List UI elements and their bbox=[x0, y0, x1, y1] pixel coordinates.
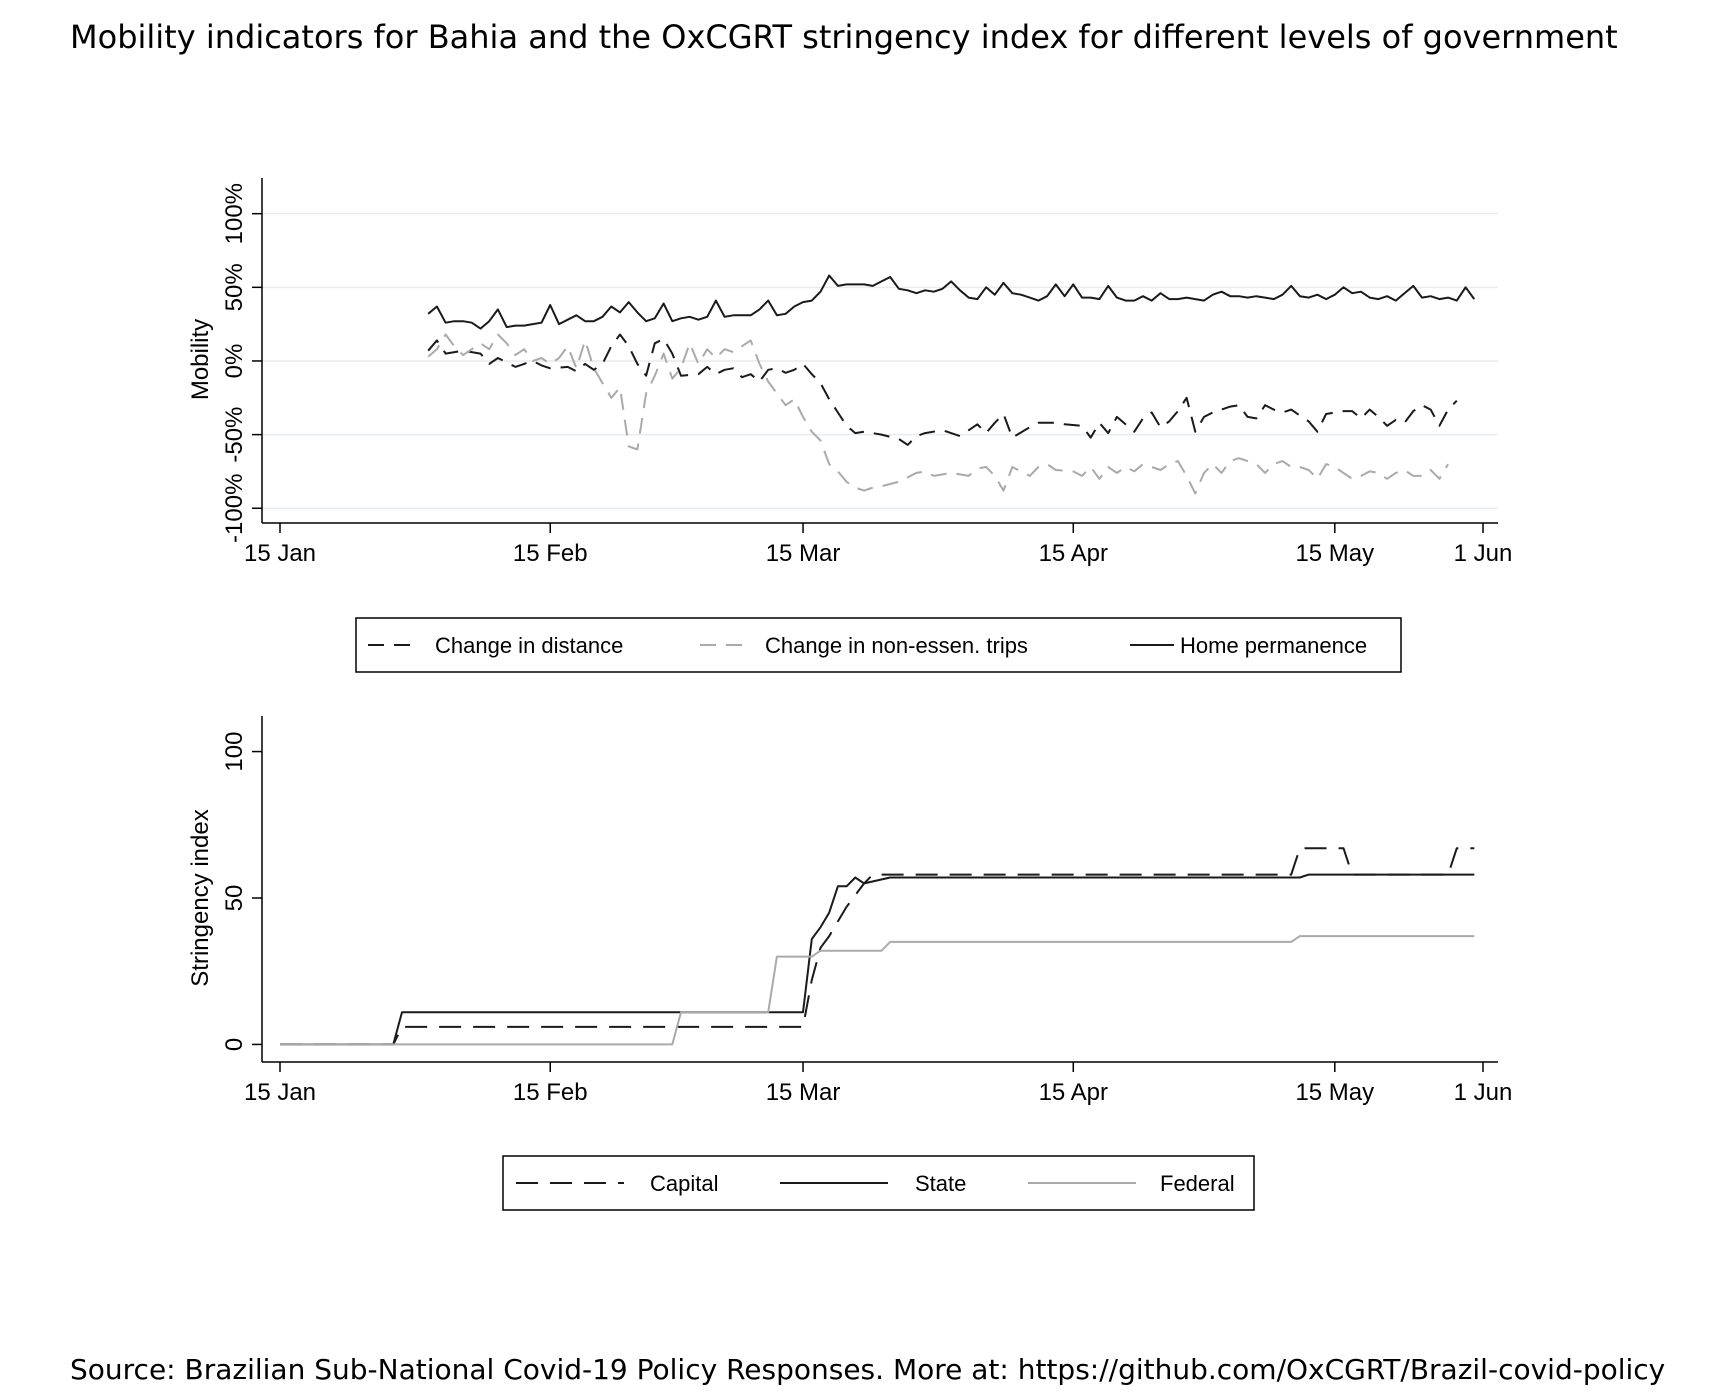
x-tick-label: 15 Jan bbox=[244, 1079, 316, 1106]
page-title: Mobility indicators for Bahia and the Ox… bbox=[70, 18, 1618, 56]
series-line bbox=[280, 935, 1475, 1046]
x-tick-label: 15 Mar bbox=[766, 1079, 841, 1106]
x-tick-label: 15 Mar bbox=[766, 540, 841, 567]
y-tick-label: 50 bbox=[221, 885, 248, 912]
x-tick-label: 15 Apr bbox=[1039, 540, 1108, 567]
source-note: Source: Brazilian Sub-National Covid-19 … bbox=[70, 1353, 1666, 1386]
legend-label: State bbox=[915, 1171, 966, 1196]
legend: Change in distance Change in non-essen. t… bbox=[355, 617, 1402, 673]
mobility-chart: 100% 50% 0% -50% -100% Mobility 15 Jan 15 Feb 15… bbox=[187, 178, 1513, 673]
legend-box bbox=[355, 617, 1402, 673]
y-tick-label: 100 bbox=[221, 732, 248, 772]
series-line bbox=[280, 873, 1475, 1046]
stringency-chart: 100 50 0 Stringency index 15 Jan 15 Feb 15 Mar… bbox=[187, 716, 1513, 1211]
x-tick-label: 15 Feb bbox=[513, 540, 588, 567]
x-tick-label: 15 Apr bbox=[1039, 1079, 1108, 1106]
y-tick-label: 0 bbox=[221, 1038, 248, 1051]
y-tick-label: -50% bbox=[221, 407, 248, 463]
series-line bbox=[427, 333, 1458, 446]
legend-label: Capital bbox=[650, 1171, 718, 1196]
x-tick-label: 15 May bbox=[1295, 1079, 1374, 1106]
x-tick-label: 15 May bbox=[1295, 540, 1374, 567]
legend: Capital State Federal bbox=[502, 1155, 1255, 1211]
legend-label: Federal bbox=[1160, 1171, 1235, 1196]
series-line bbox=[427, 333, 1449, 495]
legend-label: Change in non-essen. trips bbox=[765, 633, 1028, 658]
y-tick-label: 0% bbox=[221, 344, 248, 379]
y-tick-label: -100% bbox=[221, 474, 248, 543]
x-tick-label: 1 Jun bbox=[1454, 1079, 1513, 1106]
y-tick-label: 50% bbox=[221, 263, 248, 311]
y-axis-title: Mobility bbox=[187, 319, 214, 400]
legend-label: Change in distance bbox=[435, 633, 623, 658]
x-tick-label: 1 Jun bbox=[1454, 540, 1513, 567]
series-line bbox=[427, 274, 1476, 330]
y-axis-title: Stringency index bbox=[187, 809, 214, 986]
legend-label: Home permanence bbox=[1180, 633, 1367, 658]
x-tick-label: 15 Jan bbox=[244, 540, 316, 567]
y-tick-label: 100% bbox=[221, 183, 248, 244]
x-tick-label: 15 Feb bbox=[513, 1079, 588, 1106]
